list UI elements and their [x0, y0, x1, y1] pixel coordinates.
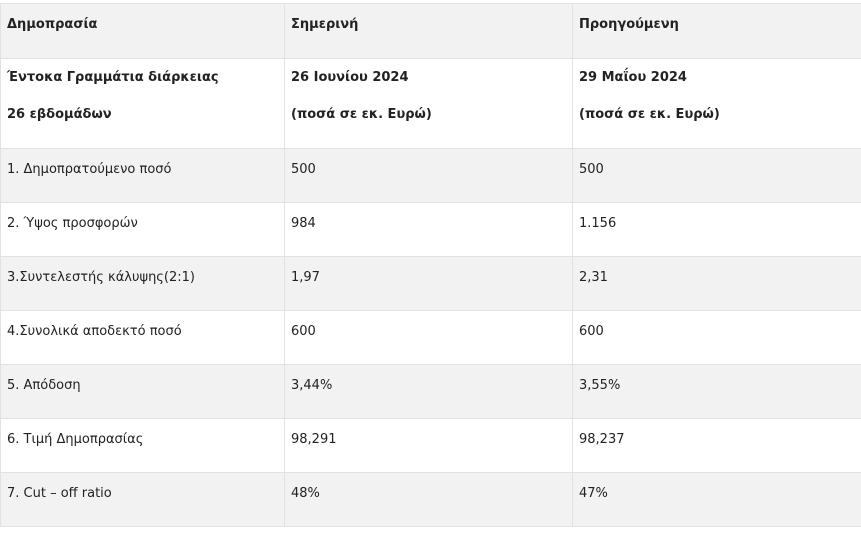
header-current: Σημερινή	[284, 3, 573, 59]
row-previous-value: 3,55%	[572, 364, 861, 419]
subheader-current-date: 26 Ιουνίου 2024 (ποσά σε εκ. Ευρώ)	[284, 58, 573, 149]
previous-date: 29 Μαΐου 2024	[579, 70, 687, 85]
row-label: 7. Cut – off ratio	[0, 472, 285, 527]
table-subheader-row: Έντοκα Γραμμάτια διάρκειας 26 εβδομάδων …	[0, 58, 861, 149]
instrument-name: Έντοκα Γραμμάτια διάρκειας	[7, 70, 219, 85]
subheader-instrument: Έντοκα Γραμμάτια διάρκειας 26 εβδομάδων	[0, 58, 285, 149]
table-row: 2. Ύψος προσφορών 984 1.156	[0, 202, 861, 257]
row-current-value: 98,291	[284, 418, 573, 473]
auction-results-table: Δημοπρασία Σημερινή Προηγούμενη Έντοκα Γ…	[0, 3, 861, 527]
row-previous-value: 2,31	[572, 256, 861, 311]
row-label: 3.Συντελεστής κάλυψης(2:1)	[0, 256, 285, 311]
current-date: 26 Ιουνίου 2024	[291, 70, 409, 85]
row-label: 5. Απόδοση	[0, 364, 285, 419]
table-row: 6. Τιμή Δημοπρασίας 98,291 98,237	[0, 418, 861, 473]
table-row: 5. Απόδοση 3,44% 3,55%	[0, 364, 861, 419]
table-header-row: Δημοπρασία Σημερινή Προηγούμενη	[0, 3, 861, 59]
header-previous: Προηγούμενη	[572, 3, 861, 59]
row-previous-value: 600	[572, 310, 861, 365]
table-row: 7. Cut – off ratio 48% 47%	[0, 472, 861, 527]
row-current-value: 48%	[284, 472, 573, 527]
header-auction: Δημοπρασία	[0, 3, 285, 59]
previous-units: (ποσά σε εκ. Ευρώ)	[579, 107, 720, 122]
row-label: 2. Ύψος προσφορών	[0, 202, 285, 257]
subheader-previous-date: 29 Μαΐου 2024 (ποσά σε εκ. Ευρώ)	[572, 58, 861, 149]
table-row: 1. Δημοπρατούμενο ποσό 500 500	[0, 148, 861, 203]
row-label: 1. Δημοπρατούμενο ποσό	[0, 148, 285, 203]
row-previous-value: 47%	[572, 472, 861, 527]
row-current-value: 3,44%	[284, 364, 573, 419]
row-current-value: 1,97	[284, 256, 573, 311]
table-row: 4.Συνολικά αποδεκτό ποσό 600 600	[0, 310, 861, 365]
current-units: (ποσά σε εκ. Ευρώ)	[291, 107, 432, 122]
row-current-value: 600	[284, 310, 573, 365]
table-row: 3.Συντελεστής κάλυψης(2:1) 1,97 2,31	[0, 256, 861, 311]
row-previous-value: 1.156	[572, 202, 861, 257]
row-previous-value: 98,237	[572, 418, 861, 473]
row-current-value: 500	[284, 148, 573, 203]
instrument-duration: 26 εβδομάδων	[7, 107, 112, 122]
row-current-value: 984	[284, 202, 573, 257]
row-label: 6. Τιμή Δημοπρασίας	[0, 418, 285, 473]
row-label: 4.Συνολικά αποδεκτό ποσό	[0, 310, 285, 365]
row-previous-value: 500	[572, 148, 861, 203]
